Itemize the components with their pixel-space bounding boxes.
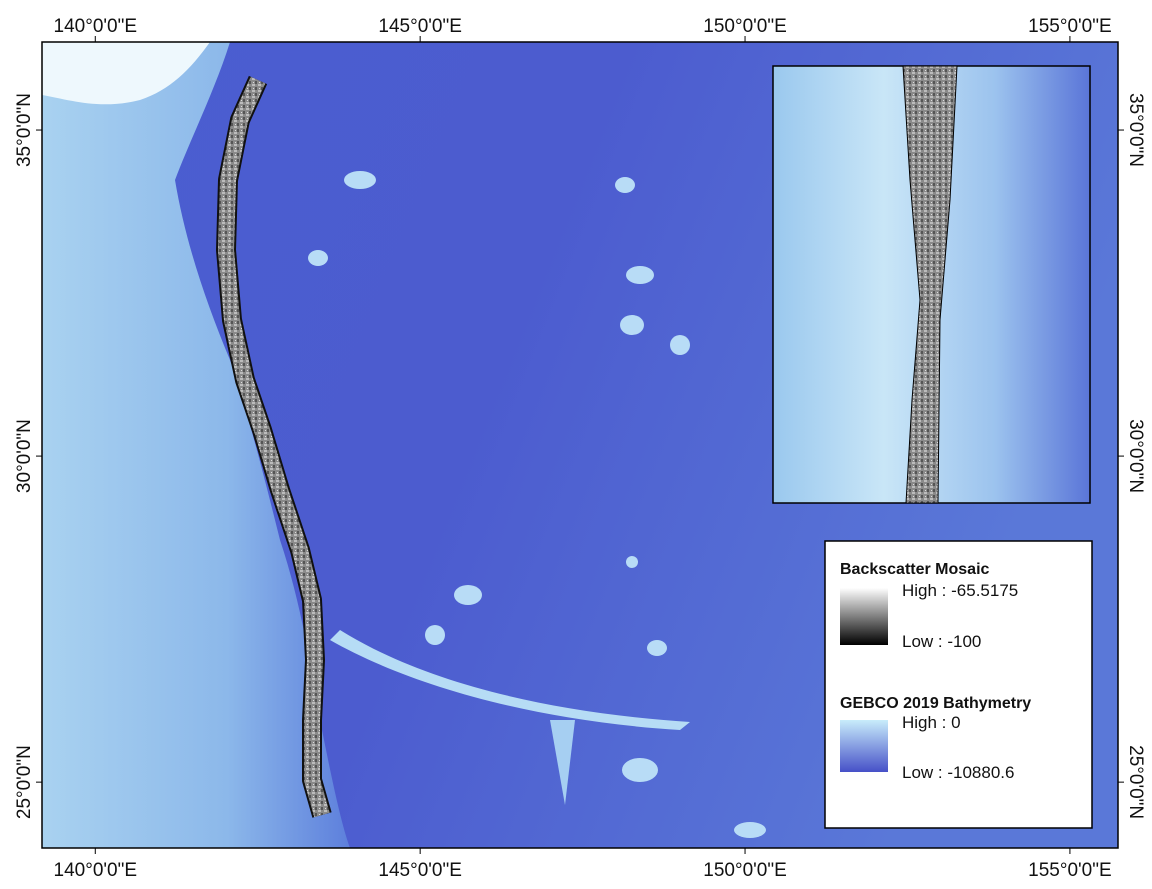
y-tick-label: 25°0'0"N [14, 745, 35, 819]
legend-title: GEBCO 2019 Bathymetry [840, 695, 1031, 712]
legend-low: Low : -100 [902, 632, 981, 651]
x-tick-label: 150°0'0"E [703, 860, 786, 881]
inset [773, 66, 1090, 503]
legend: Backscatter Mosaic High : -65.5175 Low :… [825, 541, 1092, 828]
legend-high: High : 0 [902, 713, 961, 732]
x-tick-label: 150°0'0"E [703, 16, 786, 37]
legend-high: High : -65.5175 [902, 581, 1018, 600]
y-tick-label: 35°0'0"N [14, 93, 35, 167]
legend-low: Low : -10880.6 [902, 763, 1014, 782]
y-tick-label: 25°0'0"N [1125, 745, 1146, 819]
x-tick-label: 155°0'0"E [1028, 860, 1111, 881]
x-tick-label: 140°0'0"E [54, 16, 137, 37]
legend-ramp [840, 720, 888, 772]
legend-ramp [840, 588, 888, 645]
map-figure: 140°0'0"E 140°0'0"E 145°0'0"E 145°0'0"E 150°… [0, 0, 1152, 884]
x-tick-label: 155°0'0"E [1028, 16, 1111, 37]
x-tick-label: 140°0'0"E [54, 860, 137, 881]
page: 140°0'0"E 140°0'0"E 145°0'0"E 145°0'0"E 150°… [0, 0, 1152, 884]
x-tick-label: 145°0'0"E [378, 16, 461, 37]
x-tick-label: 145°0'0"E [378, 860, 461, 881]
legend-title: Backscatter Mosaic [840, 561, 990, 578]
y-tick-label: 30°0'0"N [14, 419, 35, 493]
y-tick-label: 30°0'0"N [1125, 419, 1146, 493]
y-tick-label: 35°0'0"N [1125, 93, 1146, 167]
